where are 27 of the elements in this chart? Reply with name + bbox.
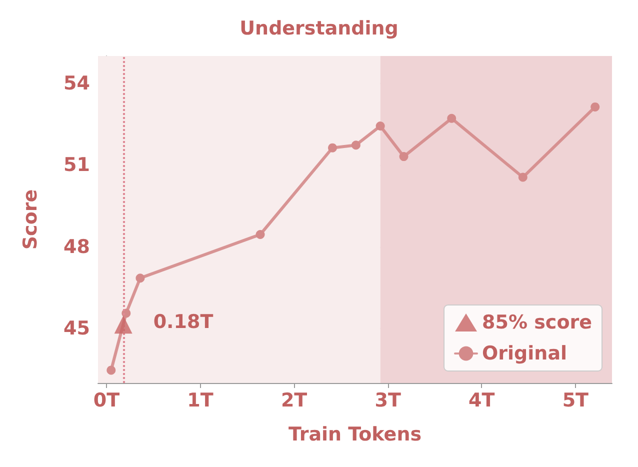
point: [399, 152, 408, 162]
x-tick-label: 3T: [374, 390, 401, 412]
point: [447, 114, 456, 123]
point: [376, 122, 385, 131]
point: [518, 172, 528, 182]
x-tick-label: 0T: [93, 390, 120, 412]
point: [328, 143, 337, 152]
point: [106, 366, 116, 375]
point: [351, 140, 360, 150]
point: [136, 274, 145, 283]
x-tick-label: 4T: [468, 390, 495, 412]
y-axis-title: Score: [20, 189, 42, 250]
point: [256, 230, 265, 239]
chart-title: Understanding: [240, 18, 398, 40]
annotation: 0.18T: [153, 311, 214, 334]
y-tick-label: 45: [64, 318, 90, 340]
legend-label: Original: [482, 342, 568, 364]
point: [114, 316, 132, 334]
point: [590, 102, 600, 112]
x-tick-label: 5T: [562, 390, 589, 412]
y-tick-label: 51: [64, 154, 90, 176]
x-axis-title: Train Tokens: [288, 424, 422, 446]
y-tick-label: 54: [64, 72, 90, 94]
x-tick-label: 2T: [280, 390, 308, 412]
legend-label: 85% score: [482, 312, 592, 334]
y-tick-label: 48: [64, 236, 90, 258]
x-tick-label: 1T: [187, 390, 214, 412]
